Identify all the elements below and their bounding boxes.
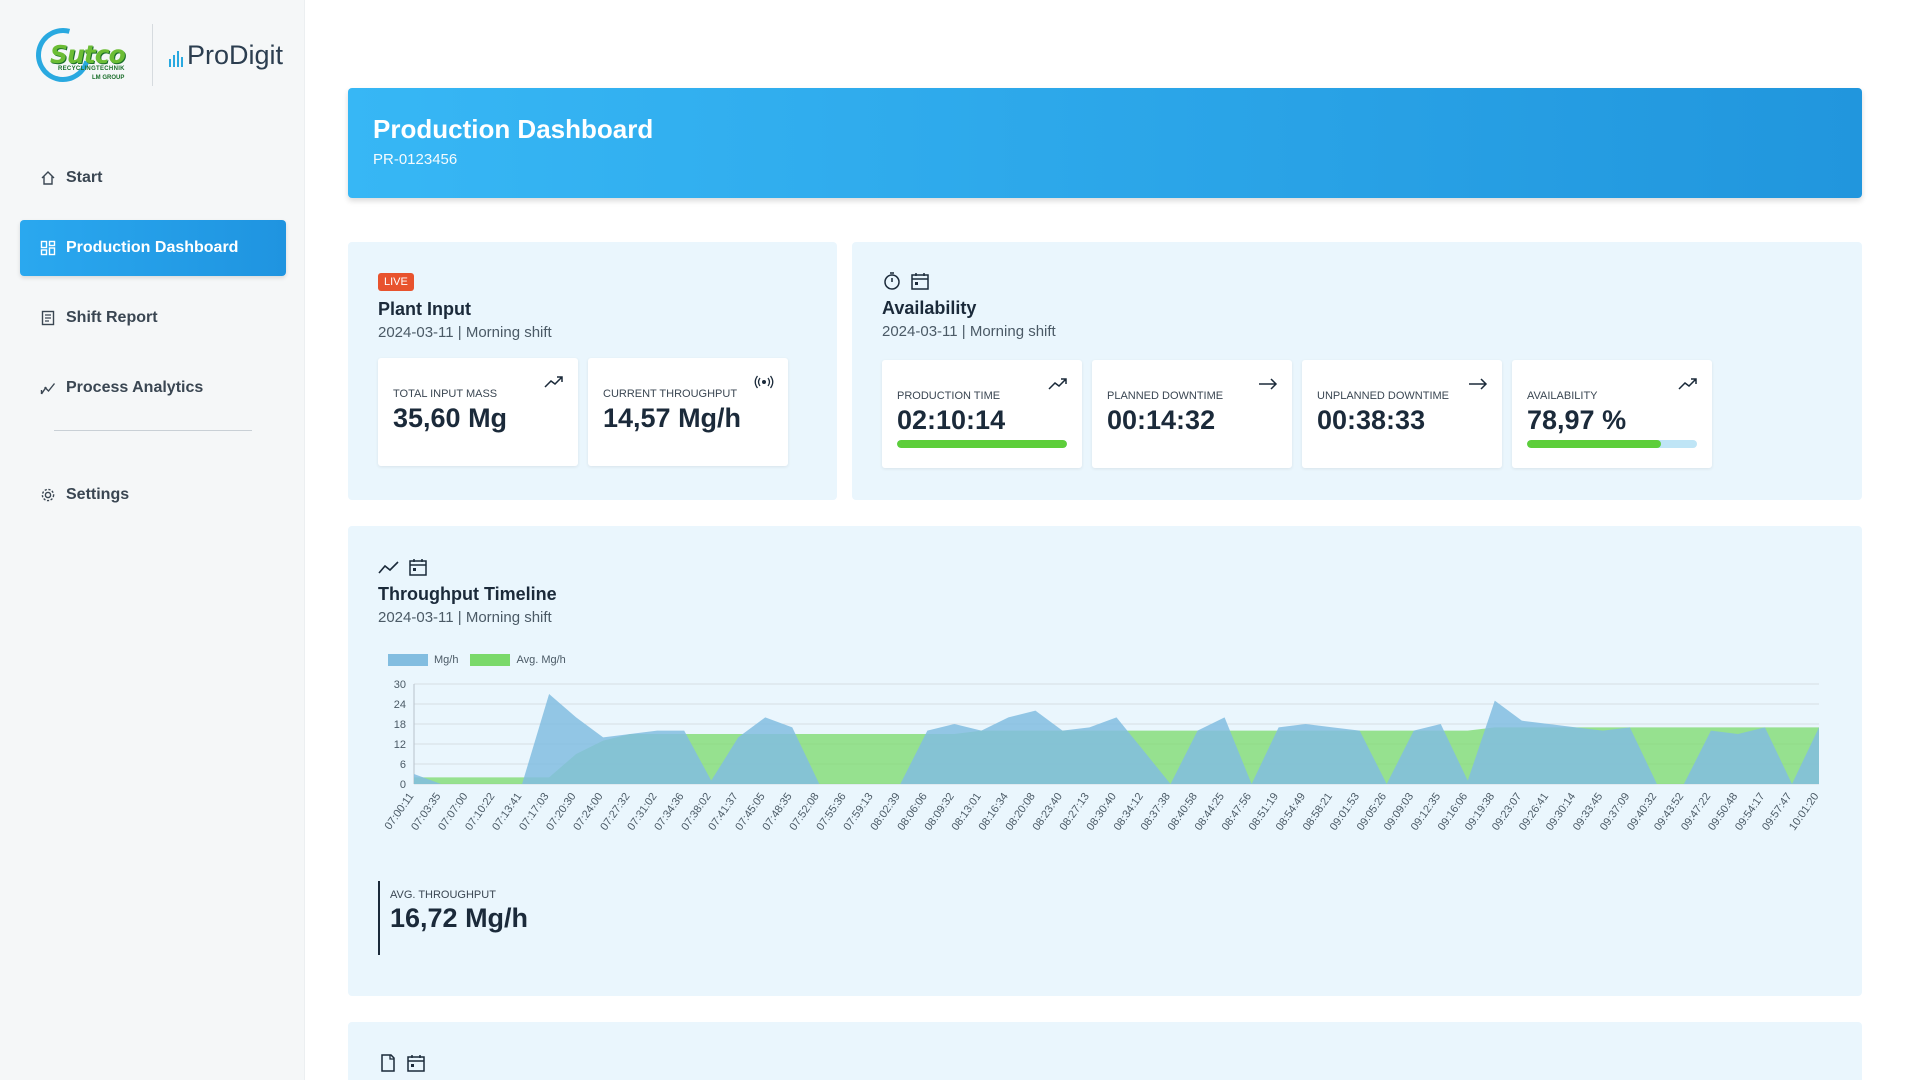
y-tick-label: 24: [394, 699, 406, 711]
trend-up-icon: [1678, 378, 1697, 390]
current-throughput-kpi: CURRENT THROUGHPUT 14,57 Mg/h: [588, 358, 788, 466]
next-section-icons: [378, 1052, 1832, 1074]
arrow-right-icon: [1259, 378, 1278, 390]
chart-legend: Mg/h Avg. Mg/h: [388, 654, 566, 666]
sidebar-item-process-analytics[interactable]: Process Analytics: [20, 360, 286, 416]
kpi-label: AVAILABILITY: [1527, 390, 1598, 402]
page-header-banner: Production Dashboard PR-0123456: [348, 88, 1862, 198]
availability-progress-bar: [1527, 440, 1697, 448]
legend-swatch-series: [388, 654, 428, 666]
legend-label-series: Mg/h: [434, 654, 459, 666]
live-signal-icon: [754, 375, 774, 389]
sidebar-item-start[interactable]: Start: [20, 150, 286, 206]
total-input-mass-kpi: TOTAL INPUT MASS 35,60 Mg: [378, 358, 578, 466]
dashboard-icon: [40, 240, 56, 256]
y-tick-label: 18: [394, 719, 406, 731]
sidebar-item-label: Start: [66, 169, 103, 186]
plant-input-subtitle: 2024-03-11 | Morning shift: [378, 324, 552, 341]
sidebar-item-label: Process Analytics: [66, 379, 204, 396]
y-tick-label: 12: [394, 739, 406, 751]
sutco-logo-tagline: RECYCLINGTECHNIK: [58, 66, 125, 72]
sidebar-item-shift-report[interactable]: Shift Report: [20, 290, 286, 346]
sidebar-item-production-dashboard[interactable]: Production Dashboard: [20, 220, 286, 276]
calendar-icon: [911, 273, 929, 290]
sidebar: Sutco RECYCLINGTECHNIK LM GROUP ProDigit…: [0, 0, 305, 1080]
sutco-logo: Sutco RECYCLINGTECHNIK LM GROUP: [26, 18, 132, 92]
page-subtitle: PR-0123456: [373, 151, 458, 168]
kpi-label: PLANNED DOWNTIME: [1107, 390, 1224, 402]
throughput-subtitle: 2024-03-11 | Morning shift: [378, 609, 552, 626]
y-tick-label: 6: [400, 759, 406, 771]
y-tick-label: 30: [394, 679, 406, 691]
kpi-label: UNPLANNED DOWNTIME: [1317, 390, 1450, 402]
planned-downtime-kpi: PLANNED DOWNTIME 00:14:32: [1092, 360, 1292, 468]
avg-throughput-block: AVG. THROUGHPUT 16,72 Mg/h: [378, 881, 528, 955]
throughput-icons: [378, 556, 1832, 578]
y-tick-label: 0: [400, 779, 406, 791]
avg-throughput-label: AVG. THROUGHPUT: [390, 889, 496, 901]
sutco-logo-word: Sutco: [50, 40, 126, 69]
page-title: Production Dashboard: [373, 114, 654, 144]
logo-divider: [152, 24, 153, 86]
document-icon: [381, 1054, 395, 1072]
availability-icons: [882, 270, 1832, 292]
plant-input-card: LIVE Plant Input 2024-03-11 | Morning sh…: [348, 242, 837, 500]
kpi-label: PRODUCTION TIME: [897, 390, 1001, 402]
legend-label-avg: Avg. Mg/h: [516, 654, 566, 666]
throughput-chart: 061218243007:00:1107:03:3507:07:0007:10:…: [383, 679, 1822, 833]
legend-swatch-avg: [470, 654, 511, 666]
prodigit-logo-text: ProDigit: [187, 39, 284, 70]
sidebar-item-label: Shift Report: [66, 309, 158, 326]
report-icon: [41, 310, 55, 326]
kpi-value: 14,57 Mg/h: [603, 403, 742, 433]
analytics-icon: [40, 383, 56, 395]
availability-kpi: AVAILABILITY 78,97 %: [1512, 360, 1712, 468]
sutco-logo-group: LM GROUP: [92, 75, 125, 81]
next-section-card: [348, 1022, 1862, 1080]
kpi-value: 35,60 Mg: [393, 403, 508, 433]
series-area-mgh: [414, 694, 1819, 784]
kpi-value: 78,97 %: [1527, 405, 1627, 435]
sidebar-divider: [54, 430, 252, 431]
live-badge: LIVE: [378, 273, 414, 291]
sidebar-item-label: Production Dashboard: [66, 239, 239, 256]
calendar-icon: [409, 559, 427, 576]
avg-throughput-value: 16,72 Mg/h: [390, 903, 529, 933]
production-progress-bar: [897, 440, 1067, 448]
logo[interactable]: Sutco RECYCLINGTECHNIK LM GROUP ProDigit: [26, 18, 283, 92]
unplanned-downtime-kpi: UNPLANNED DOWNTIME 00:38:33: [1302, 360, 1502, 468]
availability-card: Availability 2024-03-11 | Morning shift …: [852, 242, 1862, 500]
arrow-right-icon: [1469, 378, 1488, 390]
prodigit-logo: ProDigit: [169, 40, 283, 71]
throughput-timeline-card: Throughput Timeline 2024-03-11 | Morning…: [348, 526, 1862, 996]
gear-icon: [41, 488, 55, 502]
home-icon: [41, 171, 55, 185]
line-chart-icon: [378, 561, 399, 574]
kpi-value: 00:38:33: [1317, 405, 1426, 435]
trend-up-icon: [1048, 378, 1067, 390]
availability-subtitle: 2024-03-11 | Morning shift: [882, 323, 1056, 340]
throughput-title: Throughput Timeline: [378, 584, 557, 604]
kpi-value: 02:10:14: [897, 405, 1006, 435]
kpi-value: 00:14:32: [1107, 405, 1216, 435]
trend-up-icon: [544, 376, 563, 388]
calendar-icon: [407, 1055, 425, 1072]
prodigit-bars-icon: [169, 50, 183, 71]
stopwatch-icon: [884, 272, 900, 290]
availability-title: Availability: [882, 298, 977, 318]
kpi-label: TOTAL INPUT MASS: [393, 388, 498, 400]
plant-input-title: Plant Input: [378, 299, 471, 319]
sidebar-item-settings[interactable]: Settings: [20, 467, 286, 523]
production-time-kpi: PRODUCTION TIME 02:10:14: [882, 360, 1082, 468]
sidebar-item-label: Settings: [66, 486, 130, 503]
kpi-label: CURRENT THROUGHPUT: [603, 388, 738, 400]
sidebar-nav: Start Production Dashboard Shift Report …: [20, 150, 286, 537]
